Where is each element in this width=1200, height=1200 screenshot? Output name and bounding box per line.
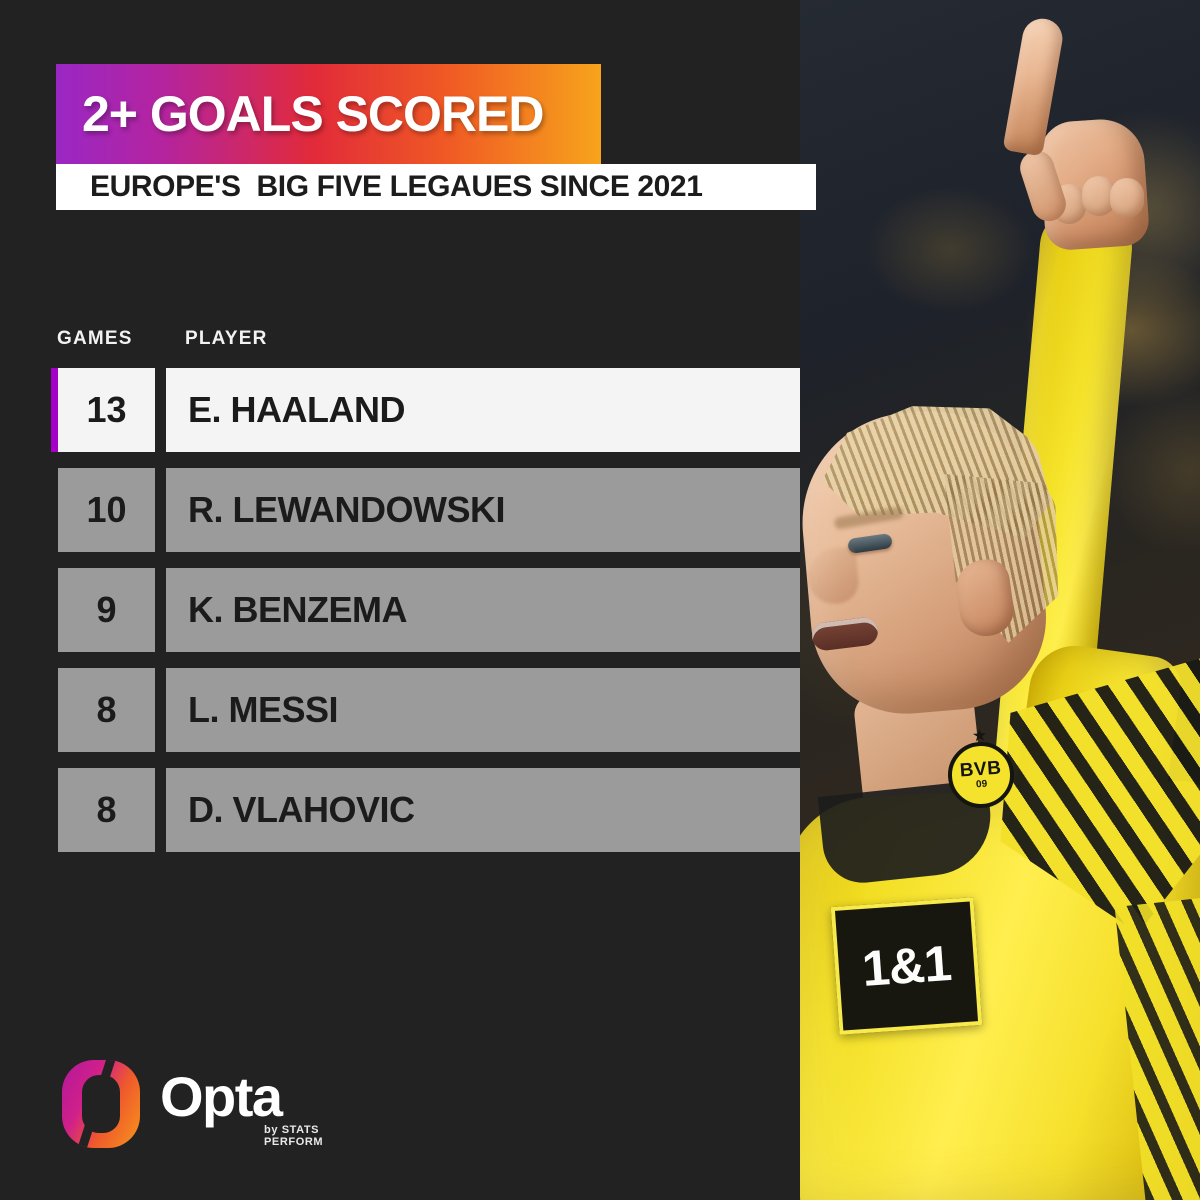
- knuckle: [1110, 178, 1144, 218]
- cell-player: L. MESSI: [166, 668, 800, 752]
- page-subtitle: EUROPE'S BIG FIVE LEGAUES SINCE 2021: [90, 170, 703, 203]
- cell-games: 13: [58, 368, 155, 452]
- table-row[interactable]: 9 K. BENZEMA: [0, 568, 800, 652]
- opta-wordmark: Opta: [160, 1065, 283, 1128]
- subtitle-banner: EUROPE'S BIG FIVE LEGAUES SINCE 2021: [56, 164, 816, 210]
- column-header-games: GAMES: [57, 328, 133, 349]
- sponsor-logo: 1&1: [830, 897, 983, 1035]
- cell-player: D. VLAHOVIC: [166, 768, 800, 852]
- cell-player: R. LEWANDOWSKI: [166, 468, 800, 552]
- cell-games: 9: [58, 568, 155, 652]
- sponsor-label: 1&1: [860, 934, 953, 998]
- crest-year: 09: [975, 778, 988, 791]
- table-row[interactable]: 10 R. LEWANDOWSKI: [0, 468, 800, 552]
- opta-tagline: by STATS PERFORM: [264, 1124, 324, 1148]
- player-photo: ★ BVB 09 1&1: [800, 0, 1200, 1200]
- cell-games: 8: [58, 768, 155, 852]
- cell-games: 10: [58, 468, 155, 552]
- cell-games: 8: [58, 668, 155, 752]
- opta-mark-icon: [62, 1060, 140, 1148]
- column-header-player: PLAYER: [185, 328, 268, 349]
- table-header: GAMES PLAYER: [0, 328, 800, 358]
- table-body: 13 E. HAALAND 10 R. LEWANDOWSKI 9 K. BEN…: [0, 368, 800, 868]
- table-row[interactable]: 8 D. VLAHOVIC: [0, 768, 800, 852]
- opta-logo: Opta by STATS PERFORM: [62, 1058, 362, 1154]
- cell-player: E. HAALAND: [166, 368, 800, 452]
- cell-player: K. BENZEMA: [166, 568, 800, 652]
- title-banner: 2+ GOALS SCORED: [56, 64, 601, 164]
- table-row[interactable]: 8 L. MESSI: [0, 668, 800, 752]
- crest-label: BVB: [959, 757, 1003, 782]
- page-title: 2+ GOALS SCORED: [82, 86, 544, 142]
- table-row[interactable]: 13 E. HAALAND: [0, 368, 800, 452]
